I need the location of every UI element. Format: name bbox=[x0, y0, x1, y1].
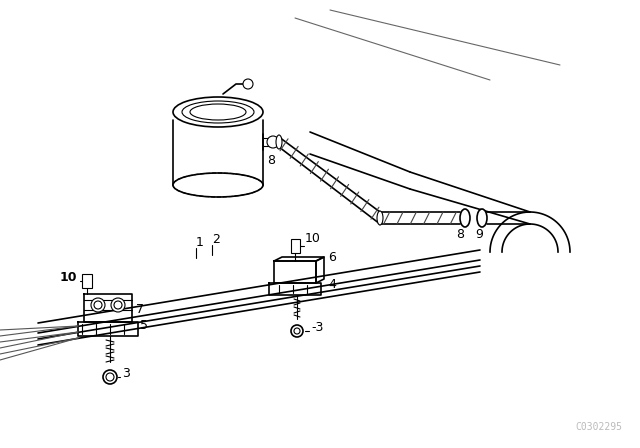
Text: 8: 8 bbox=[456, 228, 464, 241]
Circle shape bbox=[243, 79, 253, 89]
Ellipse shape bbox=[173, 97, 263, 127]
Text: 10: 10 bbox=[305, 232, 321, 245]
Text: 3: 3 bbox=[122, 367, 130, 380]
Bar bbox=[82, 274, 92, 288]
Text: 1: 1 bbox=[196, 236, 204, 249]
Text: 2: 2 bbox=[212, 233, 220, 246]
Circle shape bbox=[91, 298, 105, 312]
Ellipse shape bbox=[460, 209, 470, 227]
Ellipse shape bbox=[173, 173, 263, 197]
Text: C0302295: C0302295 bbox=[575, 422, 622, 432]
Circle shape bbox=[111, 298, 125, 312]
Text: 10: 10 bbox=[60, 271, 77, 284]
Text: 5: 5 bbox=[140, 319, 148, 332]
Ellipse shape bbox=[276, 135, 282, 149]
Text: 7: 7 bbox=[136, 303, 144, 316]
Ellipse shape bbox=[477, 209, 487, 227]
Circle shape bbox=[291, 325, 303, 337]
Text: 4: 4 bbox=[328, 278, 336, 291]
Text: 8: 8 bbox=[267, 154, 275, 167]
Ellipse shape bbox=[377, 211, 383, 225]
Circle shape bbox=[103, 370, 117, 384]
Text: 6: 6 bbox=[328, 251, 336, 264]
Bar bbox=[291, 239, 300, 253]
Text: -3: -3 bbox=[311, 321, 323, 334]
Circle shape bbox=[267, 136, 279, 148]
Text: 9: 9 bbox=[475, 228, 483, 241]
